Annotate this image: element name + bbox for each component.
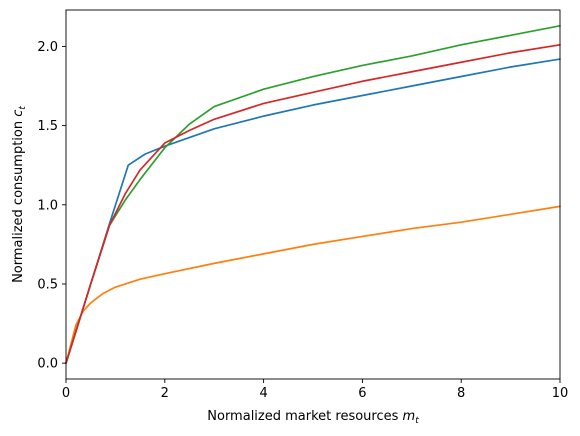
x-axis-label: Normalized market resources mt [207, 409, 419, 426]
x-tick-label: 6 [358, 386, 366, 401]
x-tick-label: 4 [259, 386, 267, 401]
y-tick-label: 1.0 [37, 198, 58, 213]
x-tick-label: 2 [161, 386, 169, 401]
x-tick-label: 10 [552, 386, 569, 401]
series-line-3 [65, 24, 561, 365]
y-axis-label-sub: t [18, 106, 28, 110]
x-axis-label-text: Normalized market resources [207, 409, 398, 424]
x-axis-ticks: 0 2 4 6 8 10 [62, 379, 568, 401]
series-layer [65, 24, 561, 365]
x-axis-label-var: m [403, 409, 416, 424]
x-tick-label: 8 [457, 386, 465, 401]
series-line-4 [65, 43, 561, 365]
y-tick-label: 1.5 [37, 119, 58, 134]
y-axis-label: Normalized consumption ct [11, 106, 28, 283]
y-axis-label-var: c [11, 110, 26, 117]
y-axis-ticks: 0.0 0.5 1.0 1.5 2.0 [37, 40, 66, 372]
series-line-1 [65, 58, 561, 365]
y-tick-label: 0.0 [37, 357, 58, 372]
y-tick-label: 0.5 [37, 277, 58, 292]
x-axis-label-sub: t [415, 416, 419, 426]
y-axis-label-text: Normalized consumption [11, 121, 26, 283]
plot-frame [65, 9, 561, 380]
x-tick-label: 0 [62, 386, 70, 401]
y-tick-label: 2.0 [37, 40, 58, 55]
